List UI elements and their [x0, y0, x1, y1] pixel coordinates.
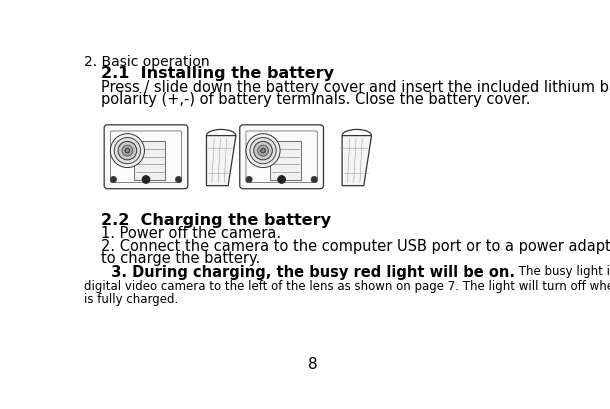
- Bar: [270, 142, 301, 180]
- Text: Press / slide down the battery cover and insert the included lithium battery. Al: Press / slide down the battery cover and…: [101, 80, 610, 95]
- Text: 3. During charging, the busy red light will be on.: 3. During charging, the busy red light w…: [101, 264, 515, 279]
- Circle shape: [114, 138, 140, 164]
- FancyBboxPatch shape: [104, 126, 188, 189]
- Circle shape: [311, 177, 317, 183]
- Circle shape: [246, 177, 252, 183]
- Polygon shape: [342, 136, 371, 186]
- Text: 8: 8: [308, 356, 317, 371]
- Bar: [134, 142, 165, 180]
- Text: 1. Power off the camera.: 1. Power off the camera.: [101, 226, 281, 241]
- Circle shape: [250, 138, 276, 164]
- Circle shape: [110, 134, 145, 168]
- Text: The busy light is located on the top of the: The busy light is located on the top of …: [515, 264, 610, 277]
- Text: polarity (+,-) of battery terminals. Close the battery cover.: polarity (+,-) of battery terminals. Clo…: [101, 92, 531, 107]
- FancyBboxPatch shape: [240, 126, 323, 189]
- Polygon shape: [206, 136, 236, 186]
- Circle shape: [176, 177, 182, 183]
- Text: 2. Connect the camera to the computer USB port or to a power adapter with the US: 2. Connect the camera to the computer US…: [101, 238, 610, 253]
- Circle shape: [142, 176, 150, 184]
- Circle shape: [278, 176, 285, 184]
- Circle shape: [110, 177, 117, 183]
- Circle shape: [118, 142, 137, 160]
- Circle shape: [122, 146, 133, 157]
- Circle shape: [260, 149, 265, 153]
- Circle shape: [125, 149, 130, 153]
- Text: 2.2  Charging the battery: 2.2 Charging the battery: [101, 213, 331, 228]
- Text: digital video camera to the left of the lens as shown on page 7. The light will : digital video camera to the left of the …: [84, 279, 610, 292]
- Text: 2. Basic operation: 2. Basic operation: [84, 55, 210, 69]
- Circle shape: [254, 142, 272, 160]
- Text: to charge the battery.: to charge the battery.: [101, 250, 260, 265]
- Circle shape: [257, 146, 268, 157]
- Text: 2.1  Installing the battery: 2.1 Installing the battery: [101, 66, 334, 81]
- Circle shape: [246, 134, 280, 168]
- Text: is fully charged.: is fully charged.: [84, 292, 178, 305]
